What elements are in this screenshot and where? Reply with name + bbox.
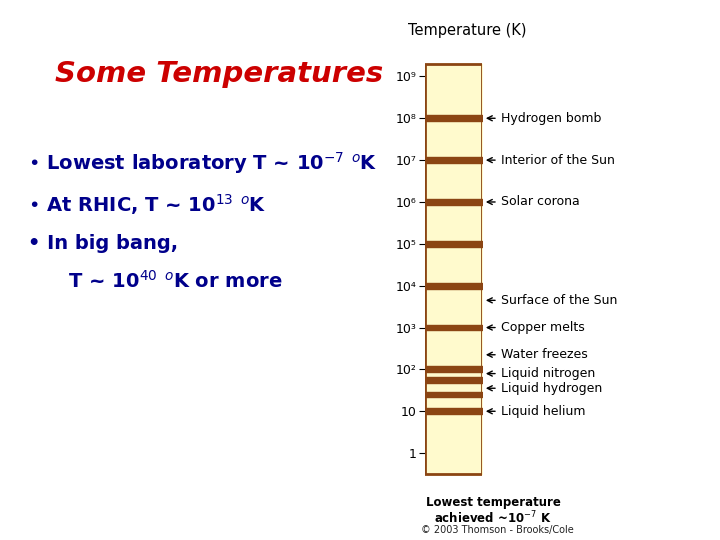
Text: • At RHIC, T ~ 10$^{13}$ $^o$K: • At RHIC, T ~ 10$^{13}$ $^o$K xyxy=(28,192,266,217)
Text: Solar corona: Solar corona xyxy=(487,195,580,208)
Text: • In big bang,: • In big bang, xyxy=(28,234,178,253)
Text: Temperature (K): Temperature (K) xyxy=(408,23,526,38)
Text: © 2003 Thomson - Brooks/Cole: © 2003 Thomson - Brooks/Cole xyxy=(421,524,574,535)
Text: Some Temperatures: Some Temperatures xyxy=(55,60,383,88)
Text: T ~ 10$^{40}$ $^o$K or more: T ~ 10$^{40}$ $^o$K or more xyxy=(28,270,282,292)
Text: Liquid hydrogen: Liquid hydrogen xyxy=(487,382,602,395)
Text: Interior of the Sun: Interior of the Sun xyxy=(487,153,615,167)
Text: Surface of the Sun: Surface of the Sun xyxy=(487,294,617,307)
Text: Hydrogen bomb: Hydrogen bomb xyxy=(487,112,601,125)
Text: • Lowest laboratory T ~ 10$^{-7}$ $^o$K: • Lowest laboratory T ~ 10$^{-7}$ $^o$K xyxy=(28,150,377,176)
Text: Lowest temperature: Lowest temperature xyxy=(426,496,561,509)
Text: Liquid helium: Liquid helium xyxy=(487,405,585,418)
Text: Water freezes: Water freezes xyxy=(487,348,588,361)
Text: achieved ~10$^{-7}$ K: achieved ~10$^{-7}$ K xyxy=(434,509,552,526)
Text: Liquid nitrogen: Liquid nitrogen xyxy=(487,367,595,380)
Text: Copper melts: Copper melts xyxy=(487,321,585,334)
